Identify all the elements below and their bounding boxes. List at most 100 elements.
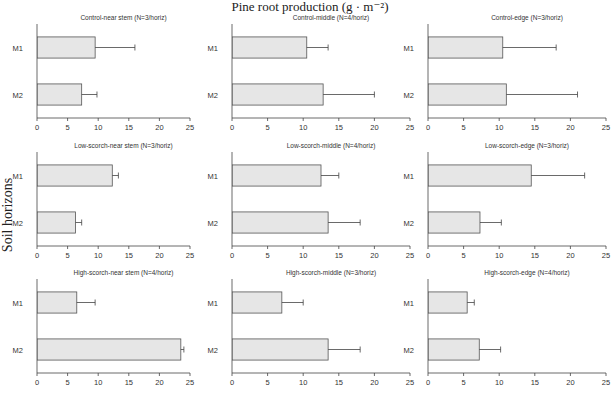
x-tick-label: 0 bbox=[35, 378, 39, 387]
error-bar bbox=[282, 300, 303, 306]
x-tick bbox=[98, 373, 99, 376]
marks bbox=[428, 37, 578, 105]
x-tick-label: 5 bbox=[266, 123, 270, 132]
x-axis-line bbox=[428, 246, 606, 247]
bar bbox=[37, 84, 82, 105]
x-tick-label: 10 bbox=[299, 123, 307, 132]
x-tick bbox=[374, 118, 375, 121]
error-cap bbox=[95, 300, 96, 306]
bar bbox=[428, 84, 506, 105]
error-line bbox=[479, 349, 500, 350]
x-tick bbox=[128, 373, 129, 376]
bar bbox=[428, 37, 503, 58]
x-tick-label: 15 bbox=[531, 378, 539, 387]
panel: Low-scorch-middle (N=4/horiz)M1M20510152… bbox=[208, 142, 415, 260]
x-tick-label: 25 bbox=[602, 123, 610, 132]
x-axis-line bbox=[232, 246, 410, 247]
category-label: M2 bbox=[404, 346, 414, 355]
error-line bbox=[77, 302, 95, 303]
y-axis-line bbox=[37, 24, 38, 118]
bar bbox=[428, 339, 479, 360]
x-tick bbox=[570, 373, 571, 376]
y-axis-line bbox=[37, 279, 38, 373]
y-axis-line bbox=[428, 152, 429, 246]
bar bbox=[232, 292, 282, 313]
x-tick bbox=[428, 118, 429, 121]
x-tick-label: 20 bbox=[370, 251, 378, 260]
x-tick-label: 0 bbox=[230, 251, 234, 260]
bar bbox=[232, 165, 321, 186]
error-bar bbox=[531, 173, 584, 179]
x-tick-label: 10 bbox=[94, 378, 102, 387]
error-cap bbox=[374, 92, 375, 98]
error-cap bbox=[474, 300, 475, 306]
y-axis-line bbox=[232, 24, 233, 118]
x-tick bbox=[570, 246, 571, 249]
x-tick-label: 20 bbox=[566, 251, 574, 260]
error-bar bbox=[479, 347, 500, 353]
bar bbox=[37, 292, 77, 313]
x-tick bbox=[338, 246, 339, 249]
x-tick bbox=[37, 373, 38, 376]
x-tick bbox=[428, 373, 429, 376]
bar bbox=[232, 84, 323, 105]
error-line bbox=[503, 47, 556, 48]
x-tick-label: 25 bbox=[406, 251, 414, 260]
x-axis-line bbox=[37, 118, 190, 119]
x-tick bbox=[232, 118, 233, 121]
error-line bbox=[467, 302, 474, 303]
error-cap bbox=[328, 45, 329, 51]
x-tick-label: 15 bbox=[335, 378, 343, 387]
x-tick bbox=[428, 246, 429, 249]
error-bar bbox=[82, 92, 97, 98]
panel-title: Low-scorch-near stem (N=3/horiz) bbox=[74, 142, 172, 150]
error-cap bbox=[360, 220, 361, 226]
x-tick bbox=[67, 246, 68, 249]
x-tick bbox=[606, 118, 607, 121]
panel: Low-scorch-edge (N=3/horiz)M1M2051015202… bbox=[404, 142, 611, 260]
error-cap bbox=[134, 45, 135, 51]
category-label: M1 bbox=[13, 299, 23, 308]
x-tick bbox=[463, 246, 464, 249]
x-tick-label: 25 bbox=[186, 251, 194, 260]
category-label: M1 bbox=[13, 172, 23, 181]
x-tick-label: 0 bbox=[426, 251, 430, 260]
x-tick-label: 10 bbox=[299, 251, 307, 260]
x-tick bbox=[606, 373, 607, 376]
panel: High-scorch-edge (N=4/horiz)M1M205101520… bbox=[404, 269, 611, 387]
x-tick bbox=[303, 373, 304, 376]
marks bbox=[232, 165, 360, 233]
figure: Pine root production (g · m⁻²)Soil horiz… bbox=[0, 0, 613, 393]
x-tick bbox=[98, 246, 99, 249]
panel-title: High-scorch-near stem (N=4/horiz) bbox=[74, 269, 174, 277]
x-tick bbox=[570, 118, 571, 121]
error-line bbox=[76, 222, 82, 223]
x-tick-label: 5 bbox=[266, 251, 270, 260]
y-axis-line bbox=[232, 152, 233, 246]
x-tick-label: 20 bbox=[370, 123, 378, 132]
category-label: M2 bbox=[208, 346, 218, 355]
x-tick-label: 5 bbox=[66, 378, 70, 387]
error-cap bbox=[183, 347, 184, 353]
category-label: M2 bbox=[13, 219, 23, 228]
x-tick-label: 0 bbox=[230, 378, 234, 387]
x-tick-label: 5 bbox=[462, 378, 466, 387]
error-bar bbox=[503, 45, 556, 51]
x-tick bbox=[303, 118, 304, 121]
x-tick-label: 20 bbox=[566, 378, 574, 387]
x-tick bbox=[128, 246, 129, 249]
panel: Low-scorch-near stem (N=3/horiz)M1M20510… bbox=[13, 142, 195, 260]
error-cap bbox=[360, 347, 361, 353]
error-line bbox=[506, 94, 577, 95]
x-tick bbox=[128, 118, 129, 121]
category-label: M1 bbox=[404, 44, 414, 53]
marks bbox=[232, 292, 360, 360]
bar bbox=[428, 212, 480, 233]
x-tick-label: 15 bbox=[125, 378, 133, 387]
error-line bbox=[321, 175, 339, 176]
panel-title: High-scorch-edge (N=4/horiz) bbox=[484, 269, 569, 277]
x-tick-label: 15 bbox=[125, 251, 133, 260]
error-cap bbox=[81, 220, 82, 226]
x-tick bbox=[37, 246, 38, 249]
error-line bbox=[95, 47, 135, 48]
